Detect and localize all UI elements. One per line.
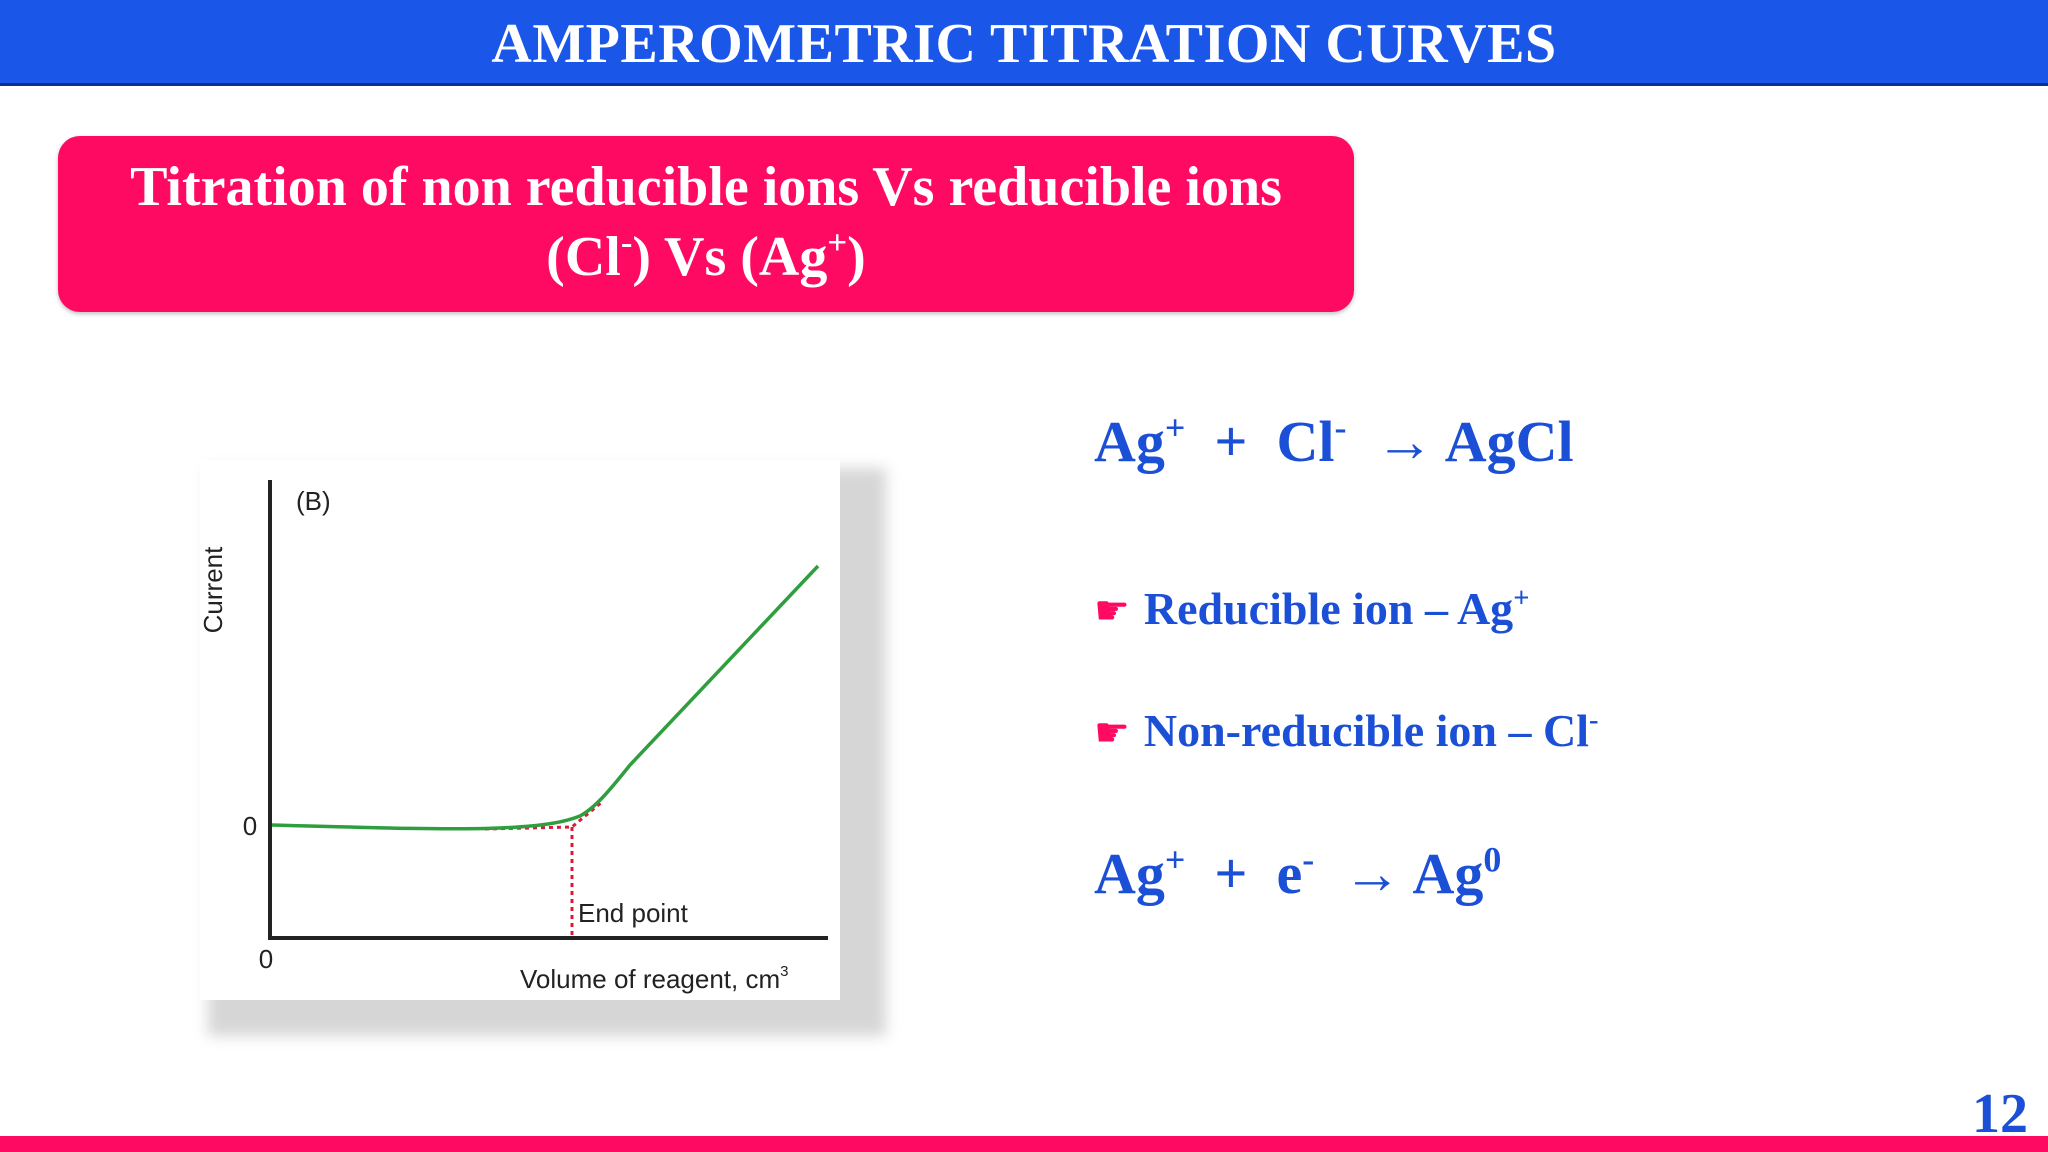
eq-superscript: - [1302, 839, 1315, 880]
pointing-hand-icon: ☛ [1094, 710, 1130, 756]
subtitle-line-1: Titration of non reducible ions Vs reduc… [130, 156, 1282, 218]
eq-term: Ag [1094, 841, 1165, 906]
titration-curve-svg: Current (B) 0 0 Volume of reagent, cm3 E… [200, 480, 828, 994]
panel-label: (B) [296, 486, 331, 516]
subtitle-line-2: (Cl-) Vs (Ag+) [58, 224, 1354, 290]
eq-term: Ag [1094, 409, 1165, 474]
reduction-equation: Ag+ + e- → Ag0 [1094, 840, 1501, 907]
eq-superscript: + [1164, 407, 1186, 448]
eq-superscript: + [1164, 839, 1186, 880]
bullet-text: Non-reducible ion – Cl [1143, 705, 1589, 756]
subtitle-superscript: + [827, 223, 848, 263]
titration-curve-figure: Current (B) 0 0 Volume of reagent, cm3 E… [200, 460, 840, 1000]
precipitation-equation: Ag+ + Cl- → AgCl [1094, 408, 1574, 475]
page-number: 12 [1972, 1083, 2028, 1145]
x-zero-label: 0 [259, 944, 273, 974]
subtitle-text: ) Vs (Ag [632, 226, 828, 288]
bullet-superscript: - [1589, 704, 1599, 736]
subtitle-superscript: - [620, 223, 633, 263]
eq-term: + e [1185, 841, 1303, 906]
pointing-hand-icon: ☛ [1094, 588, 1130, 634]
y-zero-label: 0 [243, 811, 257, 841]
bullet-non-reducible-ion: ☛ Non-reducible ion – Cl- [1094, 704, 1599, 757]
extrapolation-line [484, 800, 603, 831]
bullet-text: Reducible ion – Ag [1143, 583, 1514, 634]
x-axis-label: Volume of reagent, cm3 [520, 963, 788, 994]
y-axis-label: Current [200, 546, 228, 633]
bullet-superscript: + [1513, 582, 1530, 614]
eq-term: + Cl [1185, 409, 1335, 474]
subtitle-text: ) [847, 226, 866, 288]
end-point-label: End point [578, 898, 689, 928]
x-axis-label-superscript: 3 [780, 963, 788, 980]
bullet-reducible-ion: ☛ Reducible ion – Ag+ [1094, 582, 1529, 635]
header-bar: AMPEROMETRIC TITRATION CURVES [0, 0, 2048, 86]
eq-term: → Ag [1314, 841, 1484, 906]
eq-superscript: - [1334, 407, 1347, 448]
subtitle-text: (Cl [546, 226, 621, 288]
footer-line [0, 1136, 2048, 1152]
titration-curve [271, 564, 820, 831]
subtitle-box: Titration of non reducible ions Vs reduc… [58, 136, 1354, 312]
eq-term: → AgCl [1346, 409, 1574, 474]
x-axis-label-text: Volume of reagent, cm [520, 964, 780, 994]
slide-title: AMPEROMETRIC TITRATION CURVES [491, 13, 1557, 75]
eq-superscript: 0 [1483, 839, 1502, 880]
